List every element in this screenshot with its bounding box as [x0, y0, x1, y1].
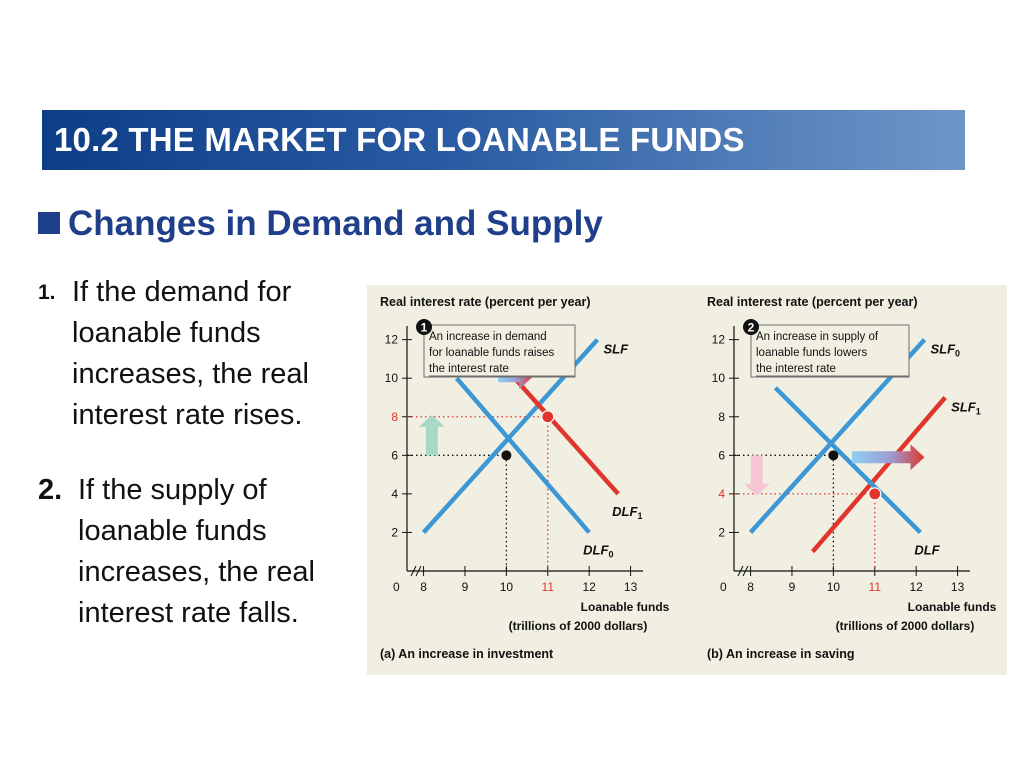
y-tick-label: 4 [391, 487, 398, 501]
y-tick-label: 8 [718, 410, 725, 424]
axis-break-mark [410, 565, 422, 577]
shift-arrow-right-icon [852, 444, 925, 471]
panel-title: (b) An increase in saving [707, 647, 855, 661]
bullet-text-2: If the supply of loanable funds increase… [78, 474, 315, 629]
y-tick-label: 6 [391, 448, 398, 462]
panel-title: (a) An increase in investment [380, 647, 554, 661]
curve-dlf [773, 386, 922, 535]
step-badge-number: 1 [421, 321, 428, 335]
x-axis-label-line-1: Loanable funds [581, 600, 670, 614]
bullet-item-1: 1. If the demand for loanable funds incr… [38, 272, 360, 436]
curve-label: DLF0 [583, 542, 613, 559]
curve-label: SLF0 [930, 342, 960, 359]
step-badge [743, 319, 759, 335]
y-tick-label: 2 [391, 525, 398, 539]
curve-dlf1 [512, 376, 620, 496]
curve-label: SLF1 [951, 399, 981, 416]
x-tick-label: 12 [582, 580, 596, 594]
slide-title: 10.2 THE MARKET FOR LOANABLE FUNDS [54, 121, 745, 158]
equilibrium-point [501, 450, 512, 461]
bullet-list: 1. If the demand for loanable funds incr… [38, 272, 360, 634]
x-axis-label-line-2: (trillions of 2000 dollars) [836, 619, 975, 633]
x-tick-label: 12 [909, 580, 923, 594]
origin-label: 0 [720, 580, 727, 594]
bullet-text-1: If the demand for loanable funds increas… [72, 276, 309, 431]
equilibrium-point [868, 487, 882, 501]
equilibrium-point [541, 410, 555, 424]
level-arrow-down-icon [743, 455, 770, 496]
section-heading-text: Changes in Demand and Supply [68, 204, 603, 243]
y-tick-label: 2 [718, 525, 725, 539]
bullet-number-2: 2. [38, 474, 63, 506]
annotation-box [750, 324, 910, 378]
x-tick-label: 10 [500, 580, 514, 594]
curve-label: SLF [603, 342, 629, 357]
y-axis-label: Real interest rate (percent per year) [707, 295, 918, 309]
chart-panel-1: Real interest rate (percent per year) 0 2 4… [380, 295, 670, 661]
y-tick-label: 6 [718, 448, 725, 462]
x-tick-label: 13 [624, 580, 638, 594]
section-heading: Changes in Demand and Supply [38, 204, 603, 244]
x-tick-label: 8 [747, 580, 754, 594]
x-tick-label: 13 [951, 580, 965, 594]
bullet-number-1: 1. [38, 281, 56, 304]
step-badge-number: 2 [748, 321, 755, 335]
loanable-funds-figure: Real interest rate (percent per year) 0 2 4… [367, 285, 1007, 675]
annotation-text: An increase in supply of [756, 331, 879, 343]
y-tick-label: 10 [385, 371, 399, 385]
square-bullet-icon [38, 212, 60, 234]
equilibrium-point [828, 450, 839, 461]
x-tick-label: 8 [420, 580, 427, 594]
curve-label: DLF1 [612, 504, 642, 521]
curve-slf1 [810, 396, 947, 554]
origin-label: 0 [393, 580, 400, 594]
chart-panel-2: Real interest rate (percent per year) 0 2 4… [707, 295, 997, 661]
annotation-text: the interest rate [429, 363, 509, 375]
y-tick-label: 10 [712, 371, 726, 385]
x-tick-label: 9 [462, 580, 469, 594]
y-tick-label: 8 [391, 410, 398, 424]
annotation-text: the interest rate [756, 363, 836, 375]
level-arrow-up-icon [418, 414, 445, 456]
x-tick-label: 9 [789, 580, 796, 594]
annotation-text: loanable funds lowers [756, 347, 867, 359]
axis-break-mark [737, 565, 749, 577]
annotation-box [423, 324, 576, 378]
x-tick-label: 11 [869, 580, 882, 594]
x-axis-label-line-1: Loanable funds [908, 600, 997, 614]
bullet-item-2: 2. If the supply of loanable funds incre… [38, 470, 360, 634]
y-tick-label: 4 [718, 487, 725, 501]
step-badge [416, 319, 432, 335]
x-axis-label-line-2: (trillions of 2000 dollars) [509, 619, 648, 633]
y-tick-label: 12 [385, 333, 399, 347]
curve-dlf0 [454, 376, 591, 534]
x-tick-label: 10 [827, 580, 841, 594]
x-tick-label: 11 [542, 580, 555, 594]
annotation-text: An increase in demand [429, 331, 547, 343]
curve-label: DLF [914, 542, 940, 557]
y-tick-label: 12 [712, 333, 726, 347]
annotation-text: for loanable funds raises [429, 347, 555, 359]
y-axis-label: Real interest rate (percent per year) [380, 295, 591, 309]
title-bar: 10.2 THE MARKET FOR LOANABLE FUNDS [42, 110, 965, 170]
